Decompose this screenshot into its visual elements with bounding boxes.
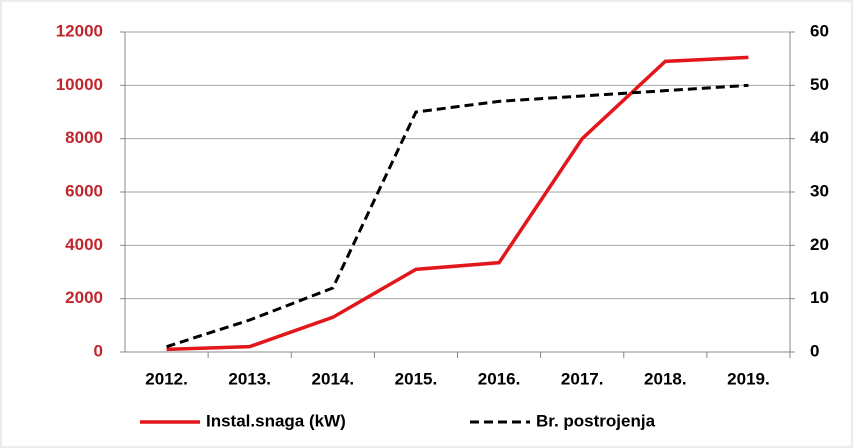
y-tick-label: 2000	[65, 288, 103, 307]
y-tick-label: 12000	[56, 21, 103, 40]
y-tick-label: 10000	[56, 75, 103, 94]
y2-tick-label: 20	[810, 235, 829, 254]
x-tick-label: 2012.	[145, 369, 188, 388]
x-tick-label: 2013.	[228, 369, 271, 388]
y-tick-label: 0	[94, 341, 103, 360]
y2-tick-label: 10	[810, 288, 829, 307]
y2-tick-label: 0	[810, 341, 819, 360]
series-line	[166, 55, 749, 352]
x-tick-label: 2019.	[727, 369, 770, 388]
series-line	[166, 83, 749, 349]
x-tick-label: 2016.	[478, 369, 521, 388]
y2-tick-label: 30	[810, 181, 829, 200]
legend-label: Instal.snaga (kW)	[206, 411, 346, 430]
y-tick-label: 6000	[65, 181, 103, 200]
x-tick-label: 2014.	[312, 369, 355, 388]
x-tick-label: 2015.	[395, 369, 438, 388]
x-tick-label: 2018.	[644, 369, 687, 388]
y2-tick-label: 40	[810, 128, 829, 147]
y-tick-label: 4000	[65, 235, 103, 254]
y2-tick-label: 50	[810, 75, 829, 94]
legend-label: Br. postrojenja	[536, 411, 656, 430]
y-tick-label: 8000	[65, 128, 103, 147]
x-tick-label: 2017.	[561, 369, 604, 388]
y2-tick-label: 60	[810, 21, 829, 40]
